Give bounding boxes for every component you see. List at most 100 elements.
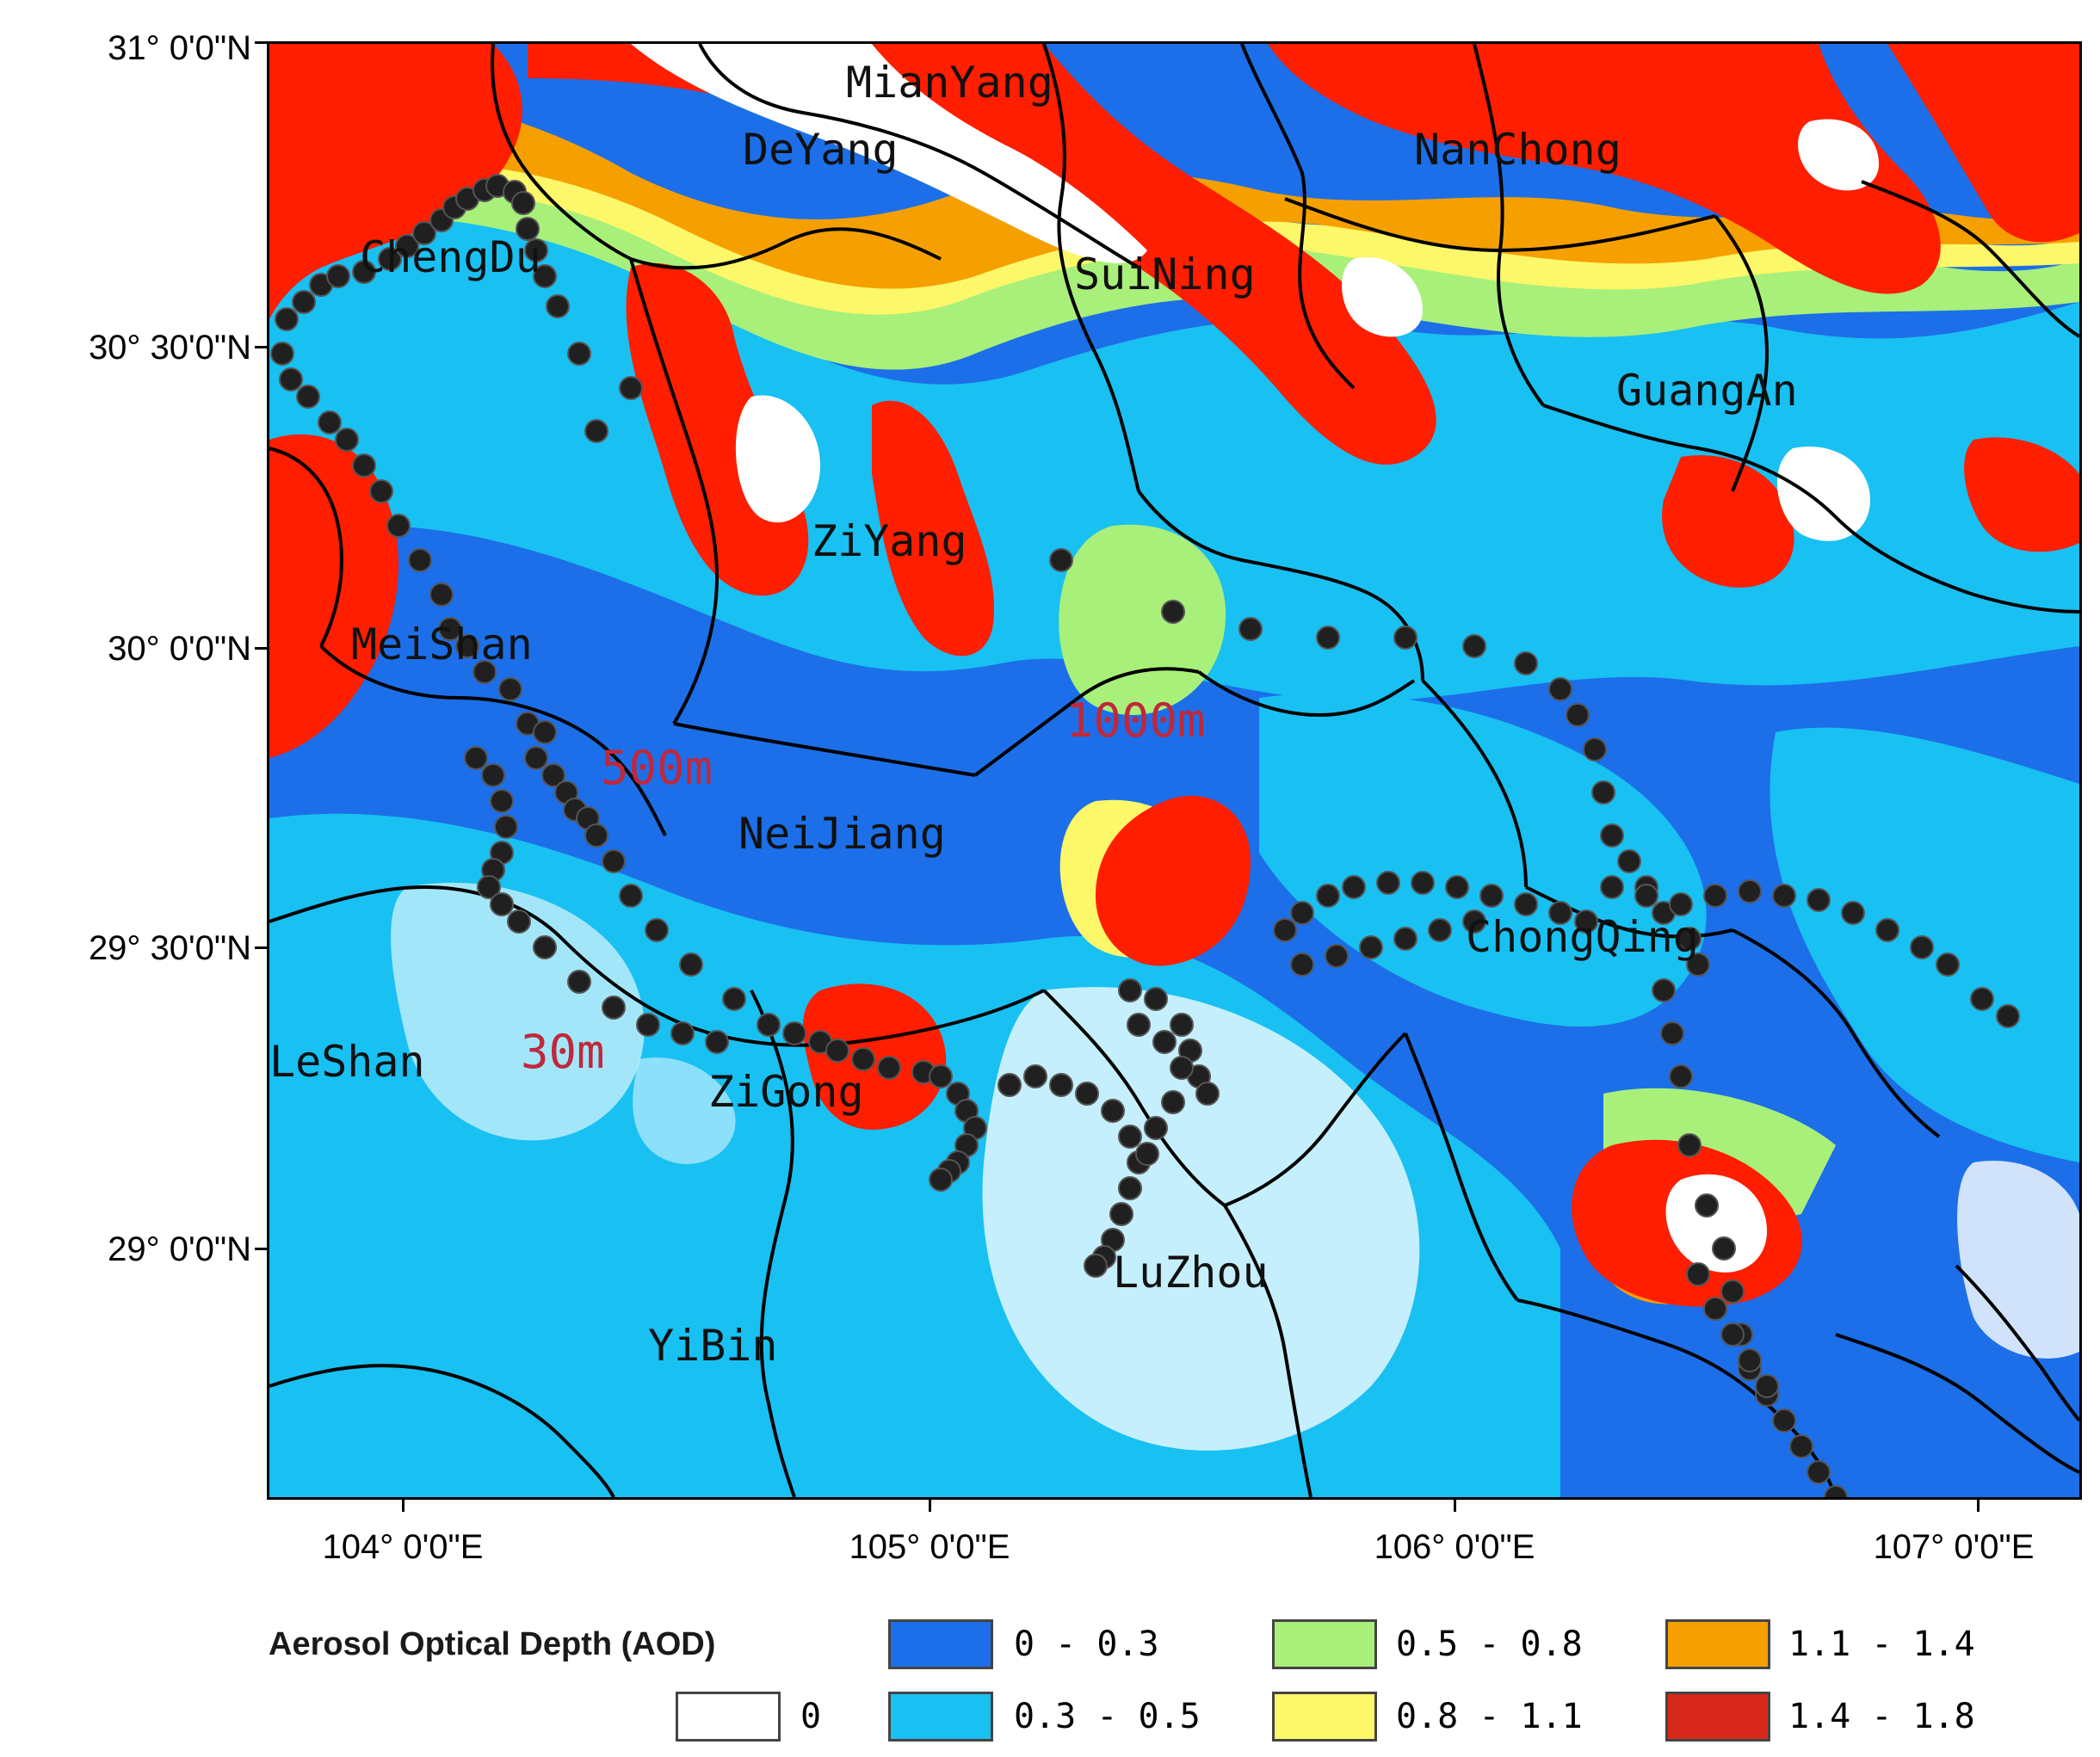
observation-site-marker [1316,626,1340,650]
observation-site-marker [378,247,402,271]
lon-tick-mark [929,1500,931,1512]
observation-site-marker [1695,1193,1719,1218]
observation-site-marker [1101,1099,1125,1123]
observation-site-marker [1325,944,1349,968]
observation-site-marker [722,987,746,1011]
lat-tick-mark [255,1248,267,1250]
lat-tick-label: 29° 0'0"N [108,1230,251,1268]
observation-site-marker [1720,1322,1745,1347]
observation-site-marker [352,260,376,284]
observation-site-marker [1376,871,1400,895]
observation-site-marker [1875,918,1899,942]
city-label-guangan: GuangAn [1616,366,1798,416]
observation-site-marker [408,548,432,572]
observation-site-marker [1660,1021,1684,1045]
observation-site-marker [335,428,359,452]
observation-site-marker [1084,1254,1108,1278]
observation-site-marker [1712,1236,1736,1261]
observation-site-marker [1393,927,1418,951]
legend-swatch-0.5-0.8 [1272,1619,1377,1669]
observation-site-marker [1023,1064,1047,1088]
observation-site-marker [1127,1013,1151,1037]
observation-site-marker [1118,1176,1142,1200]
observation-site-marker [567,342,591,366]
observation-site-marker [1807,888,1831,912]
observation-site-marker [1135,1142,1159,1166]
city-label-neijiang: NeiJiang [738,809,946,859]
lat-tick-label: 31° 0'0"N [108,29,251,67]
observation-site-marker [533,720,557,744]
observation-site-marker [1996,1004,2020,1028]
observation-site-marker [679,952,703,977]
observation-site-marker [464,746,488,770]
observation-site-marker [1970,987,1994,1011]
observation-site-marker [296,385,320,409]
observation-site-marker [292,290,316,314]
lon-tick-label: 104° 0'0"E [322,1528,484,1566]
city-label-suining: SuiNing [1074,250,1256,299]
observation-site-marker [511,191,535,215]
observation-site-marker [1109,1202,1133,1226]
lon-tick-label: 107° 0'0"E [1873,1528,2035,1566]
observation-site-marker [1049,1073,1073,1097]
observation-site-marker [1738,879,1762,903]
lon-tick-mark [1977,1500,1980,1512]
lat-tick-label: 29° 30'0"N [88,929,251,967]
observation-site-marker [1824,1485,1848,1497]
lat-tick-mark [255,647,267,650]
observation-site-marker [619,376,643,400]
lon-tick-label: 105° 0'0"E [849,1528,1010,1566]
observation-site-marker [636,1013,660,1037]
legend-swatch-0.8-1.1 [1272,1692,1377,1742]
observation-site-marker [1514,892,1538,916]
observation-site-marker [877,1056,901,1080]
observation-site-marker [1703,884,1727,908]
elevation-labels: 1000m 500m 30m [521,694,1206,1079]
observation-site-marker [1514,651,1538,675]
lat-tick-mark [255,946,267,949]
lat-tick-mark [255,41,267,44]
observation-site-marker [318,410,342,435]
aod-raster: MianYang DeYang NanChong ChengDu SuiNing… [269,44,2079,1497]
observation-site-marker [1548,677,1572,701]
observation-site-marker [1807,1460,1831,1484]
observation-site-marker [757,1013,781,1037]
city-label-leshan: LeShan [269,1037,425,1087]
observation-site-marker [1238,617,1263,641]
city-label-chengdu: ChengDu [360,232,541,282]
observation-site-marker [546,294,570,318]
legend-label-0-0.3: 0 - 0.3 [1014,1624,1159,1664]
observation-site-marker [533,935,557,959]
observation-site-marker [1342,875,1366,899]
observation-site-marker [782,1021,806,1045]
observation-site-marker [1161,1090,1185,1114]
observation-site-marker [352,453,376,478]
observation-site-marker [438,617,462,641]
observation-site-marker [619,884,643,908]
observation-site-marker [1841,901,1865,925]
legend-label-0.8-1.1: 0.8 - 1.1 [1396,1697,1583,1736]
observation-site-marker [1462,634,1486,658]
observation-site-marker [498,677,522,701]
observation-sites [270,174,2020,1497]
observation-site-marker [1910,935,1934,959]
observation-site-marker [455,634,479,658]
legend-label-0: 0 [800,1697,822,1736]
observation-site-marker [1703,1297,1727,1321]
legend-label-0.3-0.5: 0.3 - 0.5 [1014,1697,1201,1736]
observation-site-marker [670,1021,695,1045]
observation-site-marker [851,1047,875,1071]
observation-site-marker [1772,1409,1796,1433]
observation-site-marker [395,234,419,258]
observation-site-marker [1755,1374,1779,1398]
observation-site-marker [524,238,548,262]
observation-site-marker [1359,935,1383,959]
observation-site-marker [1411,871,1435,895]
city-label-zigong: ZiGong [708,1067,864,1117]
city-label-meishan: MeiShan [351,620,533,669]
observation-site-marker [1316,884,1340,908]
observation-site-marker [602,996,626,1020]
observation-site-marker [1195,1082,1220,1106]
observation-site-marker [524,746,548,770]
observation-site-marker [1591,780,1615,805]
